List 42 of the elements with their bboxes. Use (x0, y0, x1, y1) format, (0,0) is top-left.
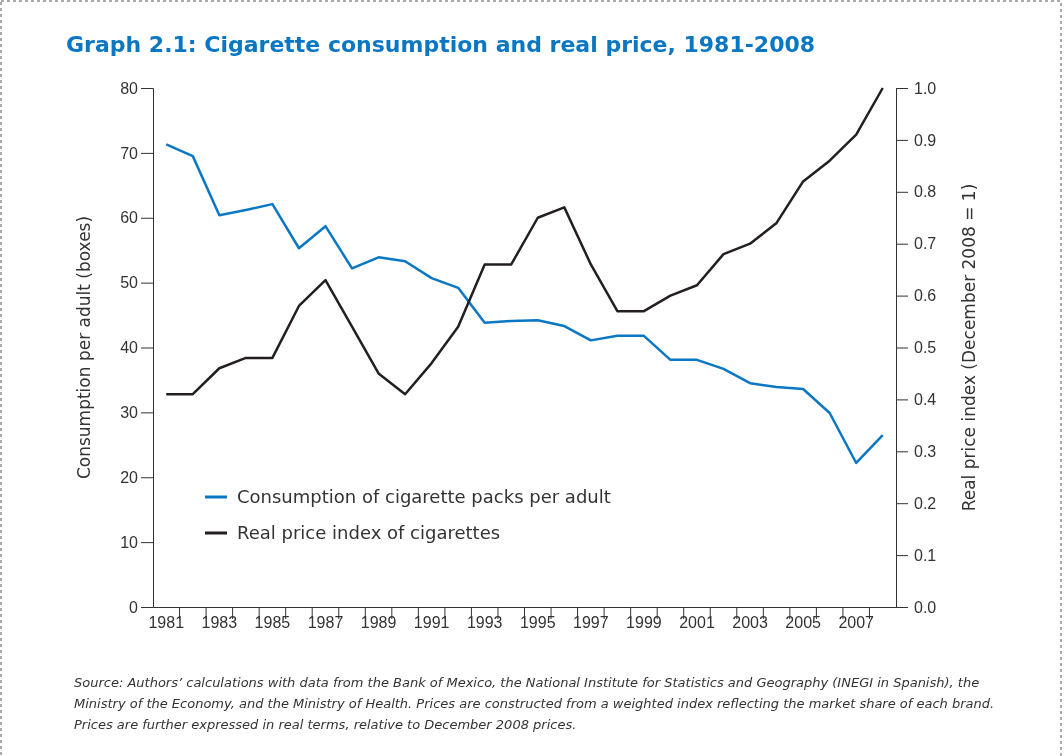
x-tick-label: 1991 (413, 614, 450, 632)
x-tick-label: 2003 (732, 614, 768, 632)
y2-tick-label: 0.1 (914, 546, 937, 564)
line-series (165, 86, 884, 396)
y-tick-label: 50 (120, 274, 139, 292)
y2-tick-label: 0.6 (914, 287, 937, 305)
y2-tick-label: 0.3 (914, 442, 937, 460)
y2-axis-title: Real price index (December 2008 = 1) (959, 183, 979, 512)
x-tick-label: 1993 (466, 614, 503, 632)
x-tick-label: 2001 (679, 614, 715, 632)
x-tick-label: 1985 (254, 614, 291, 632)
legend-label: Consumption of cigarette packs per adult (237, 486, 611, 507)
x-tick-label: 1999 (626, 614, 662, 632)
y-tick-label: 30 (120, 403, 139, 421)
y2-tick-label: 0.7 (914, 235, 937, 253)
chart-title: Graph 2.1: Cigarette consumption and real price, 1981-2008 (66, 32, 816, 57)
y2-tick-label: 0.5 (914, 339, 937, 357)
x-tick-label: 2007 (838, 614, 875, 632)
y-tick-label: 40 (120, 339, 139, 357)
x-tick-label: 1981 (148, 614, 185, 632)
x-tick-label: 1983 (201, 614, 238, 632)
y2-tick-label: 0.0 (914, 598, 937, 616)
x-tick-label: 1987 (307, 614, 344, 632)
y-tick-label: 70 (120, 144, 139, 162)
y2-tick-label: 0.8 (914, 183, 937, 201)
y-tick-label: 0 (129, 598, 139, 616)
y-tick-label: 60 (120, 209, 139, 227)
source-note: Source: Authors’ calculations with data from the Bank of Mexico, the National Institute for Statistics and Geography (INEGI in Spanish), the Ministry of the Economy, and the Ministry of Health. Prices are constructed from a weighted index reflecting the market share of each brand. Prices are further expressed in real terms, relative to December 2008 prices. (74, 674, 996, 734)
y2-tick-label: 0.9 (914, 131, 937, 149)
y-axis-title: Consumption per adult (boxes) (74, 215, 94, 480)
y2-tick-label: 0.4 (914, 391, 937, 409)
x-tick-label: 1989 (360, 614, 397, 632)
y-tick-label: 20 (120, 468, 139, 486)
y-tick-label: 10 (120, 533, 139, 551)
x-tick-label: 1995 (519, 614, 556, 632)
x-tick-label: 1997 (573, 614, 609, 632)
line-series (165, 143, 884, 465)
y2-tick-label: 1.0 (914, 79, 937, 97)
legend-label: Real price index of cigarettes (237, 522, 501, 543)
y-tick-label: 80 (120, 79, 139, 97)
x-tick-label: 2005 (785, 614, 822, 632)
y2-tick-label: 0.2 (914, 494, 937, 512)
